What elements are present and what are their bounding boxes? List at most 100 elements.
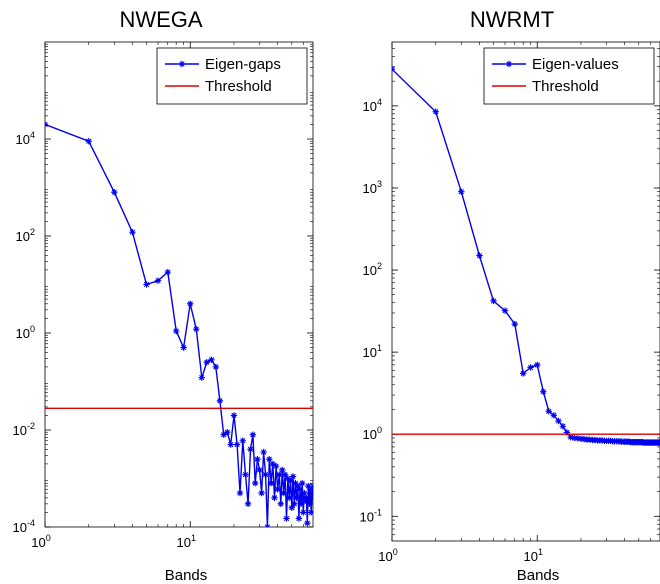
legend-label: Eigen-values — [532, 56, 619, 73]
data-point — [129, 228, 136, 236]
chart-title: NWRMT — [470, 7, 554, 32]
x-axis-label: Bands — [517, 567, 560, 584]
data-point — [254, 456, 261, 463]
data-point — [256, 466, 263, 474]
data-point — [458, 188, 465, 195]
data-point — [212, 363, 220, 371]
data-point — [567, 433, 574, 441]
data-point — [260, 448, 267, 456]
data-point — [286, 494, 293, 501]
y-tick-label: 102 — [16, 227, 35, 244]
data-point — [555, 417, 562, 425]
data-point — [563, 429, 571, 436]
y-tick-label: 10-4 — [13, 518, 35, 535]
data-point — [304, 519, 311, 527]
data-point — [294, 482, 301, 490]
data-point — [143, 281, 150, 288]
data-point — [164, 268, 171, 276]
y-tick-label: 102 — [363, 261, 382, 278]
data-point — [550, 412, 557, 419]
data-point — [292, 480, 299, 487]
data-point — [540, 388, 547, 395]
data-point — [305, 482, 312, 490]
data-point — [247, 446, 254, 453]
legend-marker — [505, 60, 513, 68]
data-point — [519, 370, 527, 377]
data-point — [527, 364, 534, 371]
data-point — [230, 412, 238, 419]
data-point — [85, 138, 92, 145]
data-point — [244, 500, 252, 508]
data-point — [111, 189, 118, 196]
data-point — [251, 480, 259, 487]
chart-nwrmt: NWRMT Bands 100 101 10-1 100 101 102 103 104 Eig… — [360, 7, 660, 584]
data-point — [289, 473, 297, 480]
data-point — [45, 121, 49, 128]
x-tick-label: 100 — [378, 547, 397, 564]
data-point — [299, 480, 306, 487]
data-point — [227, 441, 234, 448]
data-point — [220, 431, 227, 438]
legend: Eigen-gaps Threshold — [156, 47, 308, 105]
data-point — [534, 361, 541, 369]
legend-label: Threshold — [532, 78, 599, 95]
x-tick-label: 100 — [31, 533, 50, 550]
data-point — [258, 489, 265, 497]
data-point — [198, 374, 205, 381]
legend-marker — [178, 60, 186, 68]
data-point — [203, 359, 210, 366]
data-point — [279, 466, 286, 474]
data-point — [264, 523, 271, 527]
data-point — [283, 515, 290, 522]
data-point — [271, 494, 278, 501]
y-tick-label: 104 — [16, 130, 35, 147]
data-point — [281, 471, 289, 478]
y-tick-label: 101 — [363, 343, 382, 360]
data-point — [545, 408, 552, 415]
data-point — [236, 489, 244, 497]
y-tick-label: 104 — [363, 97, 382, 114]
data-point — [233, 441, 241, 448]
data-point — [476, 252, 483, 259]
data-point — [287, 477, 294, 484]
data-point — [216, 397, 224, 404]
data-point — [274, 486, 281, 493]
x-tick-label: 101 — [177, 533, 196, 550]
legend: Eigen-values Threshold — [483, 47, 655, 105]
data-point — [490, 297, 497, 305]
data-point — [308, 489, 313, 497]
data-point — [501, 307, 509, 314]
data-point — [297, 500, 305, 508]
y-tick-label: 100 — [363, 425, 382, 442]
data-point — [154, 277, 162, 284]
data-point — [208, 356, 215, 364]
data-point — [224, 429, 231, 436]
legend-label: Eigen-gaps — [205, 56, 281, 73]
data-point — [302, 497, 309, 504]
data-point — [242, 471, 249, 478]
data-point — [280, 489, 287, 497]
data-point — [262, 471, 269, 478]
plot-series — [392, 65, 660, 446]
data-point — [307, 486, 313, 493]
data-point — [267, 480, 275, 487]
data-point — [249, 431, 257, 438]
data-point — [288, 504, 295, 511]
y-tick-label: 10-1 — [360, 507, 382, 524]
data-point — [300, 509, 307, 516]
data-point — [269, 460, 276, 468]
data-point — [296, 486, 304, 493]
data-point — [574, 435, 581, 442]
data-point — [301, 489, 308, 497]
data-point — [571, 434, 578, 442]
data-point — [303, 494, 310, 501]
data-point — [284, 475, 292, 482]
data-point — [276, 471, 283, 478]
chart-title: NWEGA — [119, 7, 202, 32]
data-point — [306, 500, 313, 508]
legend-label: Threshold — [205, 78, 272, 95]
x-tick-label: 101 — [524, 547, 543, 564]
data-point — [307, 509, 313, 516]
data-point — [291, 500, 298, 508]
